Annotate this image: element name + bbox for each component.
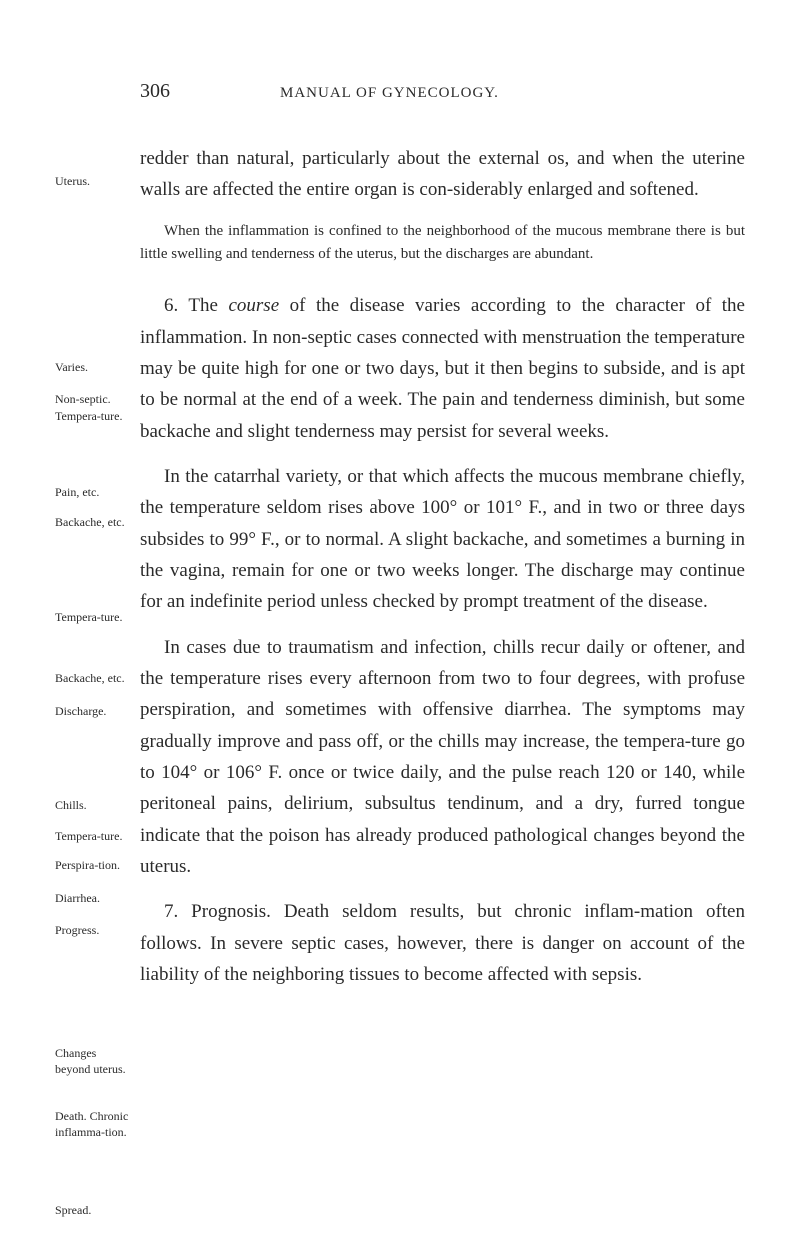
margin-note-discharge: Discharge. xyxy=(55,703,133,719)
margin-note-chills: Chills. xyxy=(55,797,133,813)
margin-note-death: Death. Chronic inflamma-tion. xyxy=(55,1108,133,1140)
paragraph-1: redder than natural, particularly about … xyxy=(140,143,745,206)
margin-note-backache-2: Backache, etc. xyxy=(55,670,133,686)
margin-note-spread: Spread. xyxy=(55,1202,133,1218)
margin-note-pain-etc: Pain, etc. xyxy=(55,484,133,500)
p3-part1: 6. The xyxy=(164,295,228,316)
margin-note-varies: Varies. xyxy=(55,359,133,375)
margin-note-temperature-1: Tempera-ture. xyxy=(55,408,133,424)
margin-note-uterus: Uterus. xyxy=(55,173,133,189)
paragraph-3: 6. The course of the disease varies acco… xyxy=(140,290,745,447)
paragraph-5: In cases due to traumatism and infection… xyxy=(140,632,745,883)
margin-note-progress: Progress. xyxy=(55,922,133,938)
margin-note-perspiration: Perspira-tion. xyxy=(55,857,133,873)
margin-note-temperature-2: Tempera-ture. xyxy=(55,609,133,625)
paragraph-4: In the catarrhal variety, or that which … xyxy=(140,461,745,618)
page-title: MANUAL OF GYNECOLOGY. xyxy=(280,85,499,102)
page-number: 306 xyxy=(140,80,170,103)
paragraph-2-indented: When the inflammation is confined to the… xyxy=(140,220,745,267)
page-header: 306 MANUAL OF GYNECOLOGY. xyxy=(140,80,745,103)
margin-note-non-septic: Non-septic. xyxy=(55,391,133,407)
p3-part2: of the disease varies according to the c… xyxy=(140,295,745,441)
margin-note-temperature-3: Tempera-ture. xyxy=(55,828,133,844)
paragraph-6: 7. Prognosis. Death seldom results, but … xyxy=(140,896,745,990)
margin-note-diarrhea: Diarrhea. xyxy=(55,890,133,906)
margin-note-backache-1: Backache, etc. xyxy=(55,514,133,530)
margin-note-changes: Changes beyond uterus. xyxy=(55,1045,133,1077)
content-area: Uterus. redder than natural, particularl… xyxy=(140,143,745,990)
p3-italic: course xyxy=(228,295,279,316)
